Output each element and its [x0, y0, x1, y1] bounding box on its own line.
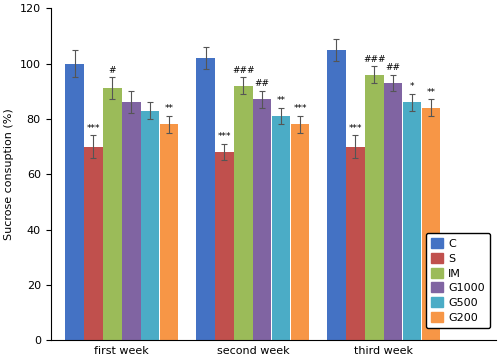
- Bar: [84, 147, 102, 340]
- Bar: [291, 125, 310, 340]
- Bar: [103, 89, 122, 340]
- Bar: [196, 58, 214, 340]
- Bar: [346, 147, 364, 340]
- Bar: [422, 108, 440, 340]
- Bar: [122, 102, 141, 340]
- Text: ***: ***: [86, 124, 100, 133]
- Text: ##: ##: [386, 63, 400, 72]
- Text: ###: ###: [363, 54, 386, 63]
- Text: **: **: [164, 104, 173, 113]
- Text: ###: ###: [232, 66, 254, 75]
- Text: **: **: [276, 96, 285, 105]
- Bar: [328, 50, 345, 340]
- Text: #: #: [108, 66, 116, 75]
- Bar: [384, 83, 402, 340]
- Bar: [66, 63, 84, 340]
- Bar: [234, 86, 252, 340]
- Bar: [272, 116, 290, 340]
- Text: ##: ##: [255, 80, 270, 89]
- Bar: [403, 102, 421, 340]
- Legend: C, S, IM, G1000, G500, G200: C, S, IM, G1000, G500, G200: [426, 233, 490, 328]
- Text: *: *: [410, 82, 414, 91]
- Bar: [141, 111, 160, 340]
- Text: ***: ***: [294, 104, 307, 113]
- Text: ***: ***: [348, 124, 362, 133]
- Bar: [216, 152, 234, 340]
- Y-axis label: Sucrose consuption (%): Sucrose consuption (%): [4, 108, 14, 240]
- Text: ***: ***: [218, 132, 231, 141]
- Bar: [160, 125, 178, 340]
- Bar: [253, 99, 272, 340]
- Bar: [365, 75, 384, 340]
- Text: **: **: [426, 88, 436, 97]
